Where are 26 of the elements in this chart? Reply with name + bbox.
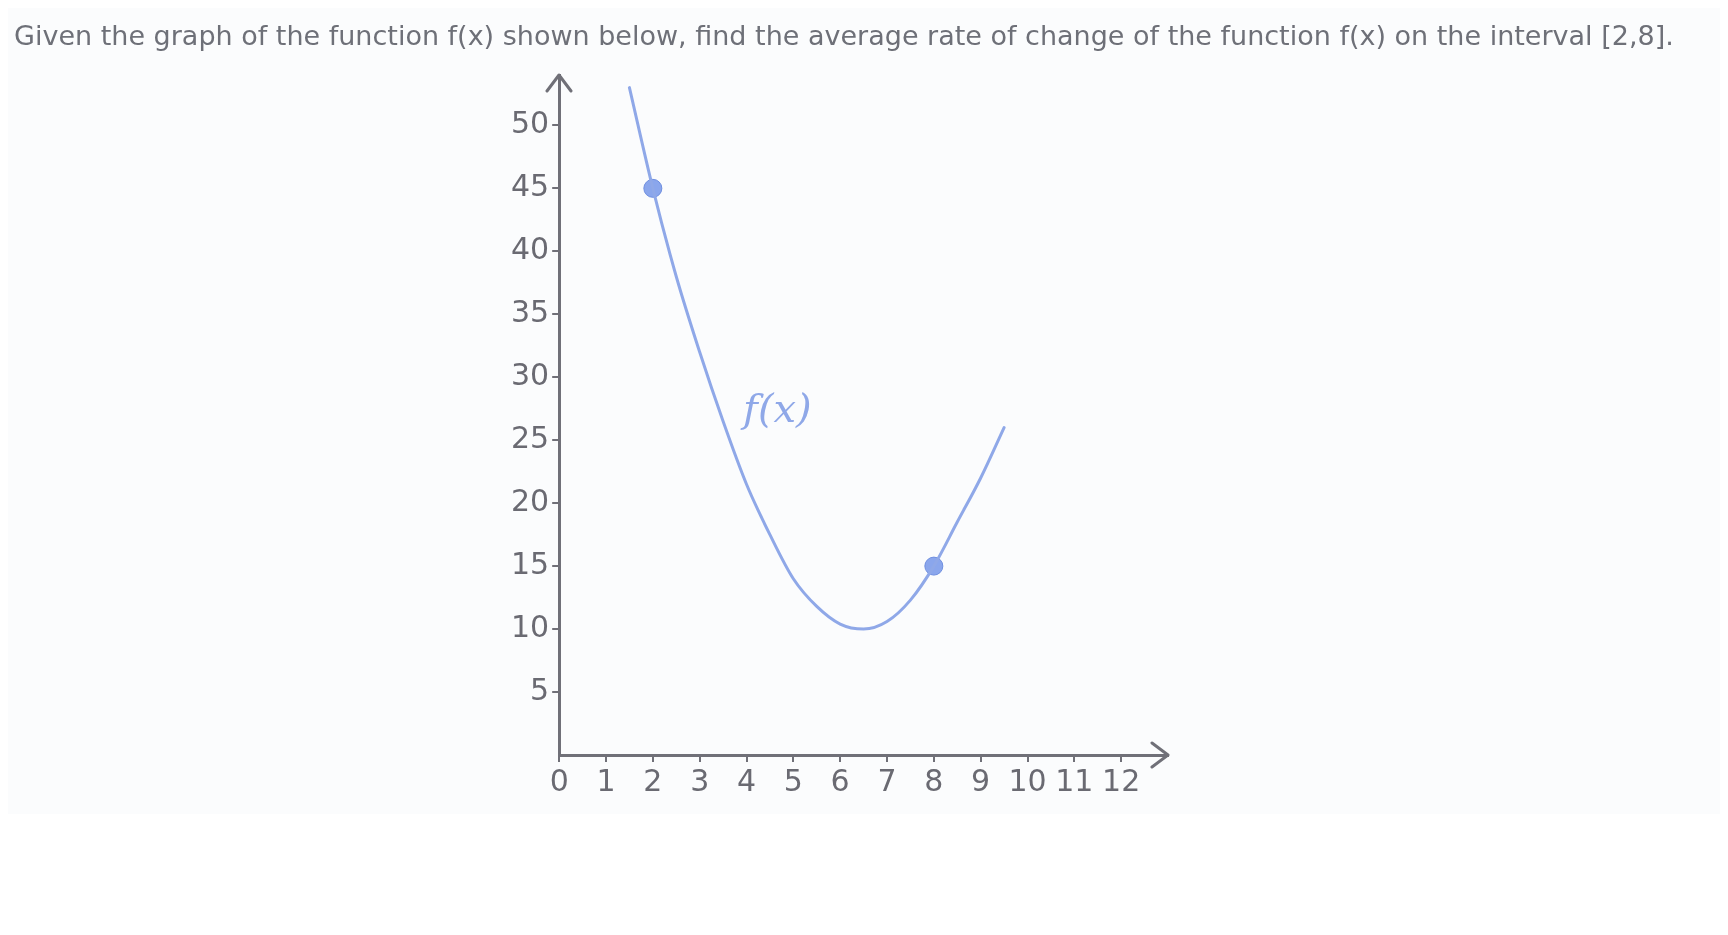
y-tick-label: 10 xyxy=(510,609,550,645)
y-tick-label: 15 xyxy=(510,546,550,582)
y-tick-label: 30 xyxy=(510,357,550,393)
y-tick-label: 5 xyxy=(530,672,550,708)
x-tick-label: 6 xyxy=(830,763,850,799)
x-tick-label: 0 xyxy=(549,763,569,799)
y-tick-label: 20 xyxy=(510,483,550,519)
x-tick-label: 9 xyxy=(971,763,991,799)
line-series xyxy=(627,86,1006,632)
x-tick-label: 1 xyxy=(596,763,616,799)
x-tick-label: 12 xyxy=(1102,763,1141,799)
x-tick-label: 2 xyxy=(643,763,663,799)
chart-title: Given the graph of the function f(x) shown below, find the average rate of change of the function f(x) on the interval [2,8]. xyxy=(13,19,1675,53)
y-tick-label: 50 xyxy=(510,105,550,141)
x-tick-label: 5 xyxy=(783,763,803,799)
x-tick-label: 10 xyxy=(1008,763,1047,799)
y-tick-label: 45 xyxy=(510,168,550,204)
y-tick-label: 25 xyxy=(510,420,550,456)
x-tick-label: 11 xyxy=(1055,763,1094,799)
x-tick-label: 7 xyxy=(877,763,897,799)
x-tick-label: 3 xyxy=(690,763,710,799)
y-tick-label: 35 xyxy=(510,294,550,330)
x-tick-label: 8 xyxy=(924,763,944,799)
y-tick-label: 40 xyxy=(510,231,550,267)
series-label: f(x) xyxy=(740,385,812,432)
x-tick-label: 4 xyxy=(736,763,757,799)
